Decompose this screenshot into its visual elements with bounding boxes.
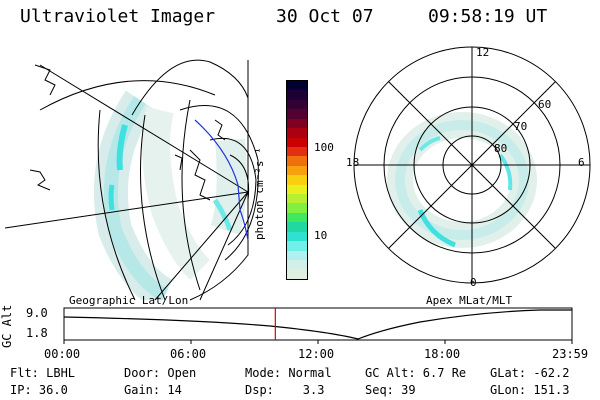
orbit-ylabel: GC Alt	[0, 304, 14, 348]
info-ip: IP: 36.0	[10, 383, 68, 397]
orbit-ytick-high: 9.0	[26, 306, 48, 320]
colorbar-segment	[287, 203, 307, 213]
polar-image	[387, 112, 537, 248]
geo-map-caption: Geographic Lat/Lon	[69, 294, 189, 307]
colorbar-segment	[287, 231, 307, 242]
info-mode: Mode: Normal	[245, 366, 332, 380]
orbit-altitude-curve	[63, 309, 572, 340]
colorbar-segment	[287, 250, 307, 261]
colorbar-segment	[287, 175, 307, 185]
polar-mlt-12: 12	[476, 46, 490, 59]
colorbar-segment	[287, 184, 307, 195]
geo-map-image	[93, 90, 247, 300]
polar-lat-60: 60	[538, 98, 552, 111]
info-seq: Seq: 39	[365, 383, 416, 397]
polar-mlt-6: 6	[578, 156, 585, 169]
info-gc-alt: GC Alt: 6.7 Re	[365, 366, 467, 380]
colorbar-tick-10: 10	[314, 229, 328, 242]
polar-lat-70: 70	[514, 120, 528, 133]
orbit-xtick-0600: 06:00	[170, 347, 207, 361]
colorbar-segment	[287, 118, 307, 129]
colorbar-segment	[287, 165, 307, 176]
info-glon: GLon: 151.3	[490, 383, 570, 397]
time-label: 09:58:19 UT	[428, 6, 548, 27]
polar-lat-80: 80	[494, 142, 508, 155]
colorbar-segment	[287, 146, 307, 157]
colorbar-segment	[287, 194, 307, 204]
instrument-title: Ultraviolet Imager	[20, 6, 216, 27]
orbit-ytick-low: 1.8	[26, 326, 48, 340]
orbit-xtick-1800: 18:00	[424, 347, 461, 361]
polar-mlt-18: 18	[346, 156, 360, 169]
colorbar-segment	[287, 156, 307, 166]
colorbar-segment	[287, 128, 307, 138]
colorbar-segment	[287, 99, 307, 110]
colorbar-tick-100: 100	[314, 141, 334, 154]
info-dsp: Dsp: 3.3	[245, 383, 325, 397]
colorbar-segment	[287, 260, 307, 270]
polar-caption: Apex MLat/MLT	[426, 294, 513, 307]
info-gain: Gain: 14	[124, 383, 182, 397]
colorbar-segment	[287, 109, 307, 119]
info-glat: GLat: -62.2	[490, 366, 570, 380]
orbit-xtick-1200: 12:00	[298, 347, 335, 361]
colorbar-segment	[287, 212, 307, 223]
colorbar-segment	[287, 222, 307, 232]
orbit-xtick-0000: 00:00	[44, 347, 81, 361]
colorbar-segment	[287, 90, 307, 100]
date-label: 30 Oct 07	[276, 6, 374, 27]
orbit-xtick-2359: 23:59	[552, 347, 589, 361]
colorbar-segment	[287, 241, 307, 251]
colorbar	[286, 80, 308, 280]
colorbar-segment	[287, 137, 307, 147]
info-door: Door: Open	[124, 366, 197, 380]
polar-mlt-0: 0	[470, 276, 477, 289]
colorbar-segment	[287, 81, 307, 91]
info-flt: Flt: LBHL	[10, 366, 76, 380]
colorbar-segment	[287, 269, 307, 279]
